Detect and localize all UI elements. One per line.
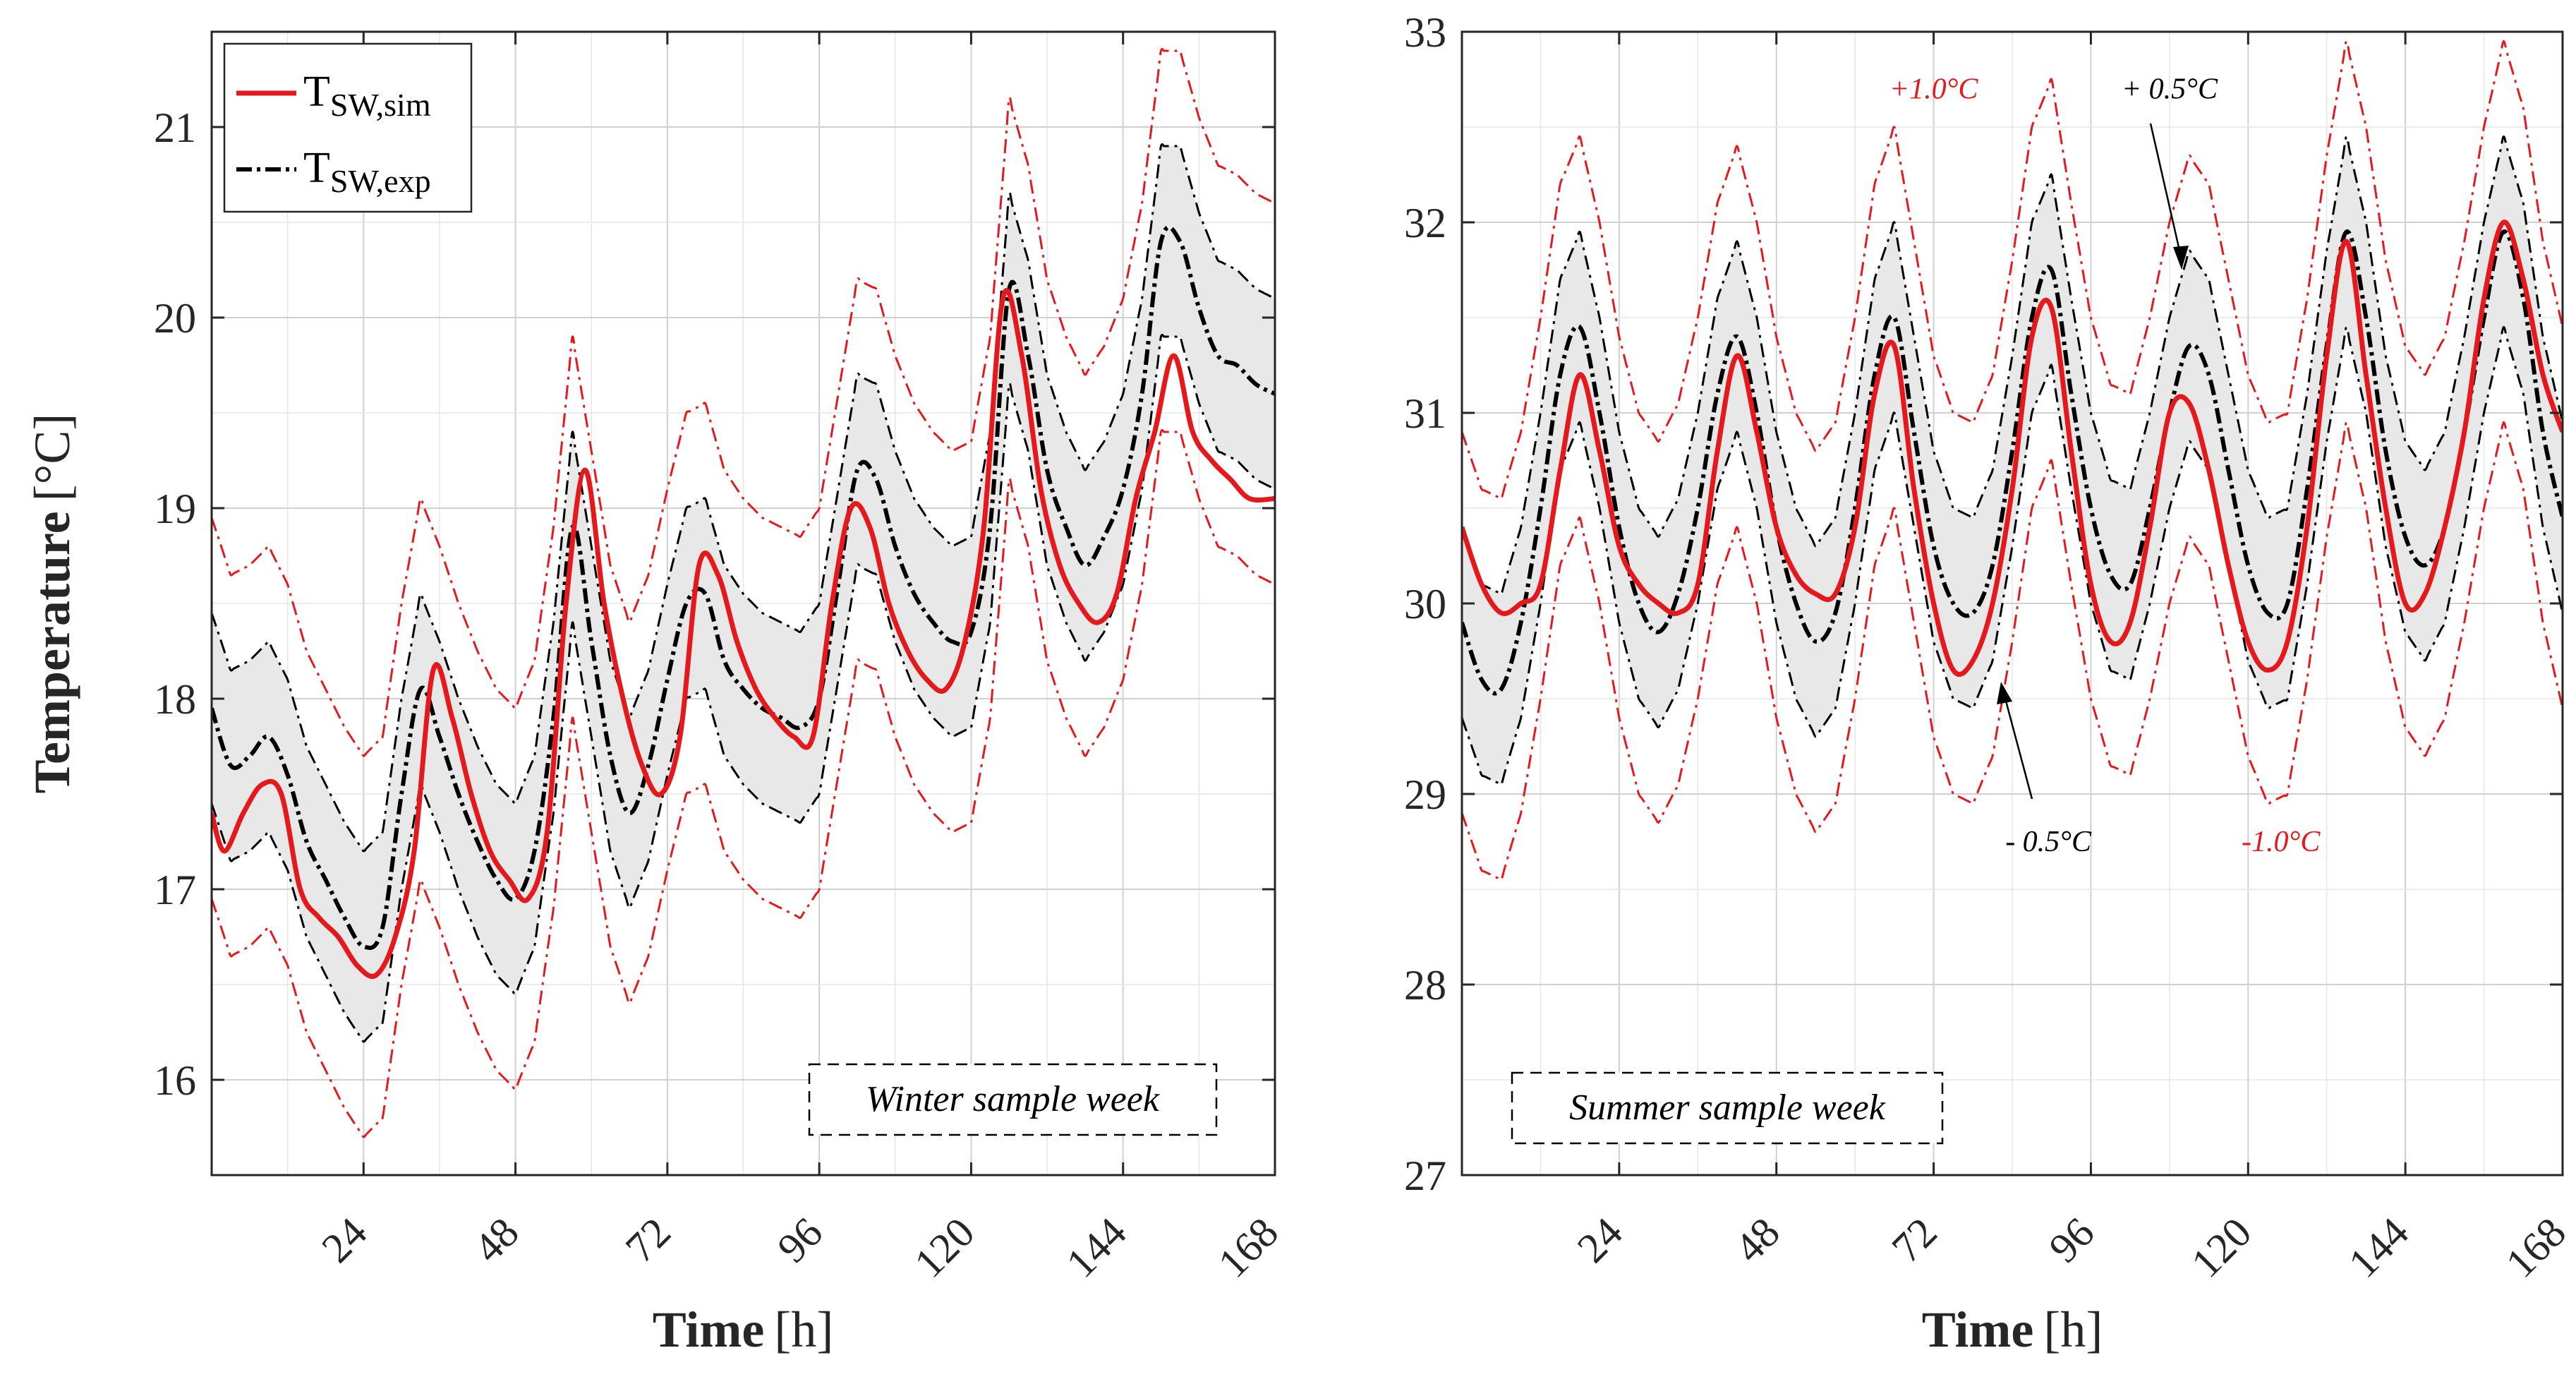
right-band-1.0-line (1462, 40, 2563, 500)
summer-sample-box (1511, 1071, 1944, 1145)
left-xtick-label: 48 (465, 1209, 528, 1272)
legend-exp-main: T (303, 144, 330, 192)
right-ytick-label: 28 (1404, 962, 1446, 1009)
left-band-0.5-line (212, 143, 1275, 853)
legend-entry-sim: TSW,sim (303, 68, 431, 123)
left-xtick-label: 96 (768, 1209, 831, 1272)
right-xlabel-bold: Time (1922, 1301, 2034, 1358)
left-xtick-label: 144 (1058, 1209, 1135, 1287)
legend: TSW,sim TSW,exp (223, 42, 473, 213)
right-band-1.0-line (1462, 421, 2563, 881)
right-panel: 24 48 72 96 120 144 168 27 28 29 30 31 32 33 Summer s… (1404, 9, 2575, 1358)
right-series-lines (1462, 40, 2563, 881)
right-annotations: +1.0°C + 0.5°C - 0.5°C -1.0°C (1889, 73, 2321, 859)
right-x-axis-title: Time [h] (1922, 1301, 2103, 1358)
right-xtick-label: 96 (2040, 1209, 2103, 1272)
left-ytick-label: 17 (154, 867, 196, 913)
left-xlabel-bold: Time (653, 1301, 765, 1358)
right-ytick-label: 31 (1404, 390, 1446, 437)
annotation-plus-0.5: + 0.5°C (2122, 73, 2218, 106)
left-ytick-label: 20 (154, 295, 196, 342)
right-ytick-label: 27 (1404, 1153, 1446, 1199)
annotation-plus-1: +1.0°C (1889, 73, 1979, 106)
left-series-sim (212, 288, 1275, 979)
left-series-lines (212, 47, 1275, 1138)
right-xtick-label: 48 (1726, 1209, 1789, 1272)
left-x-axis-title: Time [h] (653, 1301, 834, 1358)
ylabel-unit: [°C] (24, 414, 80, 502)
arrow-minus-0.5-head (1997, 682, 2012, 704)
summer-sample-label: Summer sample week (1569, 1088, 1886, 1128)
left-band-1.0-line (212, 428, 1275, 1138)
y-axis-title: Temperature [°C] (24, 414, 80, 794)
left-xtick-label: 24 (313, 1209, 375, 1272)
annotation-minus-0.5: - 0.5°C (2005, 826, 2092, 858)
legend-entry-exp: TSW,exp (303, 144, 431, 199)
left-series-exp (212, 225, 1275, 950)
left-ytick-label: 16 (154, 1057, 196, 1104)
right-xtick-label: 72 (1883, 1209, 1946, 1272)
left-ytick-label: 19 (154, 486, 196, 532)
left-band-0.5-line (212, 333, 1275, 1043)
right-ytick-label: 32 (1404, 200, 1446, 246)
winter-sample-box (808, 1063, 1218, 1136)
right-ytick-label: 33 (1404, 9, 1446, 56)
right-ytick-label: 29 (1404, 771, 1446, 818)
right-xtick-label: 24 (1568, 1209, 1631, 1272)
right-ytick-label: 30 (1404, 581, 1446, 627)
legend-sim-sub: SW,sim (330, 87, 431, 123)
right-series-sim (1462, 219, 2563, 677)
right-band-0.5-line (1462, 135, 2563, 596)
left-xtick-label: 168 (1209, 1209, 1287, 1287)
right-xtick-label: 168 (2497, 1209, 2575, 1287)
left-xlabel-unit: [h] (774, 1301, 833, 1358)
legend-box (223, 42, 473, 213)
ylabel-bold: Temperature (24, 511, 80, 793)
right-band-0.5-line (1462, 325, 2563, 786)
winter-sample-label: Winter sample week (866, 1079, 1160, 1119)
right-xlabel-unit: [h] (2043, 1301, 2103, 1358)
left-ytick-label: 21 (154, 104, 196, 151)
left-band-1.0-line (212, 47, 1275, 757)
legend-exp-sub: SW,exp (330, 163, 431, 199)
arrow-minus-0.5 (2002, 692, 2033, 800)
right-series-exp (1462, 229, 2563, 696)
left-xtick-label: 72 (617, 1209, 679, 1272)
annotation-minus-1: -1.0°C (2242, 826, 2321, 858)
legend-sim-main: T (303, 68, 330, 116)
left-axes-box (210, 30, 1276, 1177)
right-xtick-label: 120 (2182, 1209, 2260, 1287)
arrow-plus-0.5 (2149, 123, 2183, 260)
left-xtick-label: 120 (905, 1209, 983, 1287)
arrow-plus-0.5-head (2173, 246, 2189, 270)
right-xtick-label: 144 (2340, 1209, 2417, 1287)
left-ytick-label: 18 (154, 676, 196, 723)
